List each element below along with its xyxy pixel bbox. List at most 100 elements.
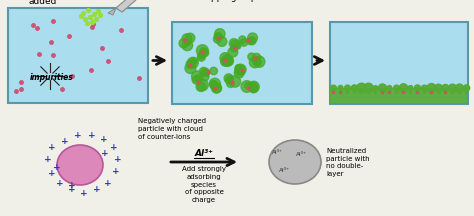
Circle shape <box>248 37 256 45</box>
Circle shape <box>448 84 456 92</box>
Circle shape <box>338 85 343 91</box>
Circle shape <box>247 33 257 43</box>
Circle shape <box>186 60 195 69</box>
Circle shape <box>220 53 230 63</box>
Circle shape <box>211 83 221 93</box>
Text: +: + <box>114 156 122 165</box>
Text: Al³⁺: Al³⁺ <box>296 152 308 157</box>
Circle shape <box>228 47 238 57</box>
Text: +: + <box>112 167 120 176</box>
Circle shape <box>421 85 428 91</box>
Circle shape <box>229 76 241 87</box>
Text: Negatively charged
particle with cloud
of counter-ions: Negatively charged particle with cloud o… <box>138 118 206 140</box>
Circle shape <box>224 56 234 65</box>
Circle shape <box>238 69 244 75</box>
Circle shape <box>235 65 241 71</box>
Text: +: + <box>104 178 112 187</box>
Circle shape <box>253 58 261 66</box>
Circle shape <box>224 74 233 83</box>
Circle shape <box>200 48 207 55</box>
Circle shape <box>182 34 192 44</box>
Circle shape <box>241 81 253 92</box>
Circle shape <box>185 33 195 43</box>
Circle shape <box>192 76 200 84</box>
Text: Add strongly
adsorbing
species
of opposite
charge: Add strongly adsorbing species of opposi… <box>182 166 226 203</box>
Circle shape <box>179 39 188 48</box>
Circle shape <box>213 35 221 43</box>
Circle shape <box>217 37 227 46</box>
Circle shape <box>253 53 261 61</box>
Circle shape <box>212 83 221 93</box>
Circle shape <box>239 36 246 43</box>
Circle shape <box>249 57 260 68</box>
Circle shape <box>182 40 192 51</box>
Circle shape <box>196 82 206 92</box>
Text: Al³⁺: Al³⁺ <box>194 149 213 158</box>
Circle shape <box>215 33 221 39</box>
Circle shape <box>387 86 392 91</box>
Circle shape <box>393 85 400 91</box>
Circle shape <box>351 85 357 91</box>
Circle shape <box>235 64 246 75</box>
Circle shape <box>442 84 449 92</box>
Circle shape <box>201 49 209 57</box>
Circle shape <box>427 84 436 92</box>
Circle shape <box>191 71 203 82</box>
Circle shape <box>201 73 209 81</box>
Circle shape <box>435 84 442 92</box>
Circle shape <box>408 86 413 91</box>
Circle shape <box>189 60 195 67</box>
Circle shape <box>373 86 378 90</box>
Text: +: + <box>110 143 118 152</box>
Circle shape <box>378 84 386 92</box>
Text: +: + <box>68 186 76 194</box>
Circle shape <box>357 83 366 93</box>
Circle shape <box>234 43 241 49</box>
Circle shape <box>187 57 198 68</box>
Ellipse shape <box>269 140 321 184</box>
Text: +: + <box>80 189 88 197</box>
Circle shape <box>210 78 220 89</box>
Circle shape <box>200 67 208 76</box>
Circle shape <box>231 40 240 49</box>
Text: +: + <box>61 137 69 146</box>
Circle shape <box>214 33 222 41</box>
Bar <box>330 22 468 104</box>
Circle shape <box>196 75 202 81</box>
Circle shape <box>331 85 337 91</box>
Circle shape <box>463 85 470 91</box>
Circle shape <box>248 81 259 92</box>
Text: Al³⁺: Al³⁺ <box>273 149 283 154</box>
Circle shape <box>221 55 233 67</box>
Circle shape <box>345 85 350 91</box>
Circle shape <box>220 57 229 66</box>
Circle shape <box>235 65 245 75</box>
Circle shape <box>190 58 197 65</box>
Circle shape <box>248 53 255 60</box>
Text: +: + <box>56 178 64 187</box>
Circle shape <box>249 84 258 93</box>
Text: +: + <box>48 168 56 178</box>
Text: coagulant forms
precipitate,
trapping impurities: coagulant forms precipitate, trapping im… <box>199 0 285 2</box>
Circle shape <box>227 80 234 87</box>
Text: +: + <box>48 143 56 152</box>
Text: Al³⁺: Al³⁺ <box>280 167 291 173</box>
Text: impurities: impurities <box>30 73 74 83</box>
Circle shape <box>184 39 191 46</box>
Circle shape <box>197 45 209 57</box>
Text: +: + <box>68 181 76 191</box>
Text: +: + <box>88 132 96 140</box>
Circle shape <box>227 76 233 82</box>
Text: +: + <box>100 135 108 145</box>
Text: coagulant
added: coagulant added <box>20 0 65 6</box>
Text: Neutralized
particle with
no double-
layer: Neutralized particle with no double- lay… <box>326 148 370 177</box>
Circle shape <box>198 52 205 59</box>
Text: +: + <box>93 186 101 194</box>
Circle shape <box>249 82 257 91</box>
Text: +: + <box>44 156 52 165</box>
Circle shape <box>210 80 217 88</box>
Circle shape <box>229 39 238 48</box>
Circle shape <box>245 83 251 89</box>
Bar <box>8 8 148 103</box>
Circle shape <box>240 39 247 46</box>
